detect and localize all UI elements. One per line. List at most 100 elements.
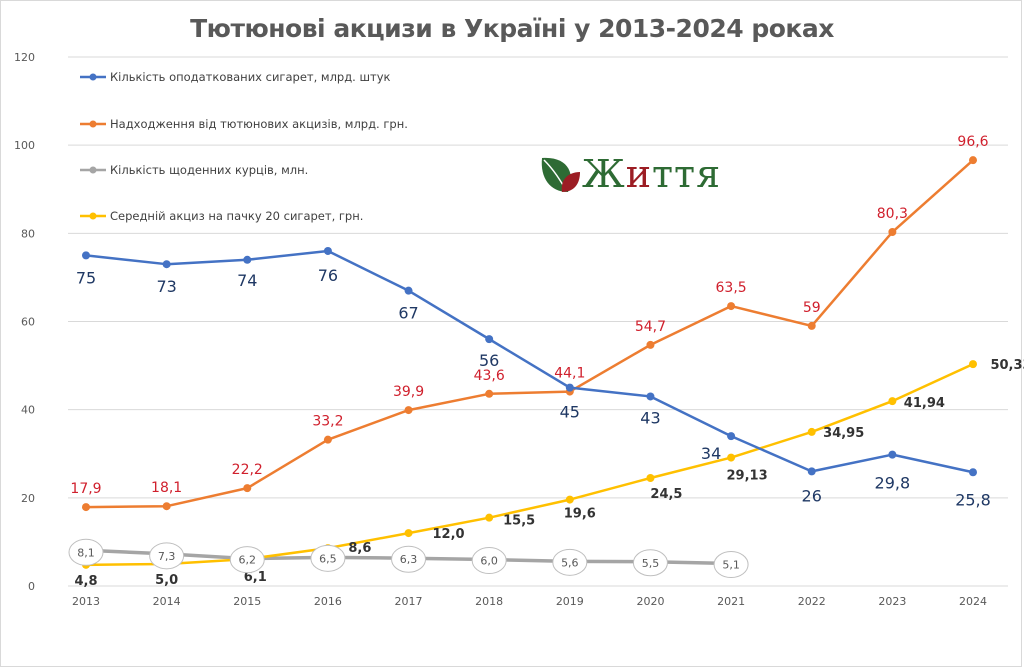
legend-entry: Надходження від тютюнових акцизів, млрд.…	[110, 117, 408, 131]
data-point	[243, 484, 252, 493]
y-tick-label: 0	[28, 580, 35, 593]
data-label-revenue: 54,7	[635, 319, 666, 335]
data-labels: 75 73 74 76 67 56 45 43 34 26 29,8 25,8 17,9 18,1 22,2…	[68, 134, 1024, 589]
data-label-smokers: 6,3	[400, 553, 418, 566]
y-tick-label: 80	[21, 227, 35, 240]
data-point	[162, 260, 171, 269]
data-label-bubble	[310, 544, 346, 572]
data-label-cigarettes: 73	[156, 277, 176, 296]
data-label-revenue: 33,2	[312, 414, 343, 430]
data-label-cigarettes: 26	[802, 486, 822, 505]
data-point	[565, 495, 574, 504]
data-point	[404, 529, 413, 538]
data-label-bubble	[471, 547, 507, 575]
data-label-excise: 29,13	[727, 469, 768, 484]
data-point	[404, 286, 413, 295]
data-point	[727, 432, 736, 441]
x-tick-label: 2017	[395, 595, 423, 608]
zhyttia-logo: Життя	[538, 152, 721, 196]
data-point	[323, 246, 332, 255]
data-point	[404, 406, 413, 415]
data-label-excise: 41,94	[904, 396, 945, 411]
data-label-cigarettes: 43	[640, 408, 660, 427]
data-point	[807, 321, 816, 330]
legend-marker	[89, 212, 97, 220]
y-axis-ticks: 0 20 40 60 80 100 120	[14, 51, 35, 593]
data-point	[82, 251, 90, 260]
data-label-revenue: 80,3	[877, 206, 908, 222]
data-label-bubble	[68, 538, 104, 566]
data-label-excise: 12,0	[433, 527, 465, 542]
data-label-smokers: 6,5	[319, 552, 337, 565]
data-point	[243, 255, 252, 264]
data-point	[82, 503, 90, 512]
data-label-excise: 50,33	[990, 358, 1024, 373]
data-point	[969, 468, 977, 477]
legend-marker	[89, 120, 97, 128]
data-label-smokers: 5,5	[642, 557, 660, 570]
y-tick-label: 100	[14, 139, 35, 152]
data-point	[969, 156, 977, 165]
data-label-revenue: 63,5	[716, 280, 747, 296]
data-label-smokers: 6,0	[480, 555, 498, 568]
data-label-smokers: 5,1	[722, 559, 740, 572]
data-label-revenue: 59	[803, 300, 821, 316]
data-point	[807, 427, 816, 436]
data-point	[485, 335, 494, 344]
x-tick-label: 2015	[233, 595, 261, 608]
series-line	[85, 159, 974, 509]
data-label-revenue: 18,1	[151, 480, 182, 496]
data-label-bubble	[229, 546, 265, 574]
data-point	[485, 389, 494, 398]
data-label-cigarettes: 74	[237, 271, 257, 290]
y-tick-label: 20	[21, 492, 35, 505]
x-tick-label: 2020	[636, 595, 664, 608]
data-label-excise: 5,0	[155, 573, 178, 588]
data-point	[323, 435, 332, 444]
data-label-excise: 6,1	[244, 570, 267, 585]
data-point	[565, 383, 574, 392]
data-label-revenue: 44,1	[554, 366, 585, 382]
x-tick-label: 2014	[153, 595, 181, 608]
logo-text: Життя	[582, 152, 722, 196]
x-tick-label: 2022	[798, 595, 826, 608]
data-label-revenue: 17,9	[70, 481, 101, 497]
data-label-excise: 8,6	[348, 541, 371, 556]
data-label-cigarettes: 76	[318, 266, 338, 285]
x-axis-ticks: 2013 2014 2015 2016 2017 2018 2019 2020 2021 2022…	[72, 595, 987, 608]
legend: Кількість оподаткованих сигарет, млрд. ш…	[80, 70, 408, 223]
x-tick-label: 2024	[959, 595, 987, 608]
data-point	[969, 360, 977, 369]
legend-entry: Середній акциз на пачку 20 сигарет, грн.	[110, 209, 363, 223]
data-point	[888, 397, 897, 406]
x-tick-label: 2023	[878, 595, 906, 608]
data-label-bubble	[632, 549, 668, 577]
data-label-cigarettes: 29,8	[875, 474, 911, 493]
data-point	[646, 392, 655, 401]
data-label-excise: 4,8	[74, 574, 97, 589]
legend-entry: Кількість щоденних курців, млн.	[110, 163, 308, 177]
x-tick-label: 2016	[314, 595, 342, 608]
data-point	[485, 513, 494, 522]
y-tick-label: 60	[21, 316, 35, 329]
data-label-revenue: 96,6	[957, 134, 988, 150]
data-point	[888, 450, 897, 459]
y-tick-label: 40	[21, 404, 35, 417]
data-label-cigarettes: 25,8	[955, 490, 991, 509]
x-tick-label: 2013	[72, 595, 100, 608]
legend-marker	[89, 166, 97, 174]
data-label-excise: 15,5	[503, 514, 535, 529]
data-point	[646, 473, 655, 482]
data-label-smokers: 5,6	[561, 556, 579, 569]
gridlines	[68, 56, 1008, 587]
data-label-bubble	[713, 551, 749, 579]
data-label-revenue: 43,6	[474, 368, 505, 384]
legend-marker	[89, 73, 97, 81]
data-label-revenue: 22,2	[232, 462, 263, 478]
data-label-smokers: 6,2	[239, 554, 257, 567]
x-tick-label: 2021	[717, 595, 745, 608]
data-point	[646, 340, 655, 349]
chart-title: Тютюнові акцизи в Україні у 2013-2024 ро…	[190, 14, 834, 43]
data-label-revenue: 39,9	[393, 384, 424, 400]
